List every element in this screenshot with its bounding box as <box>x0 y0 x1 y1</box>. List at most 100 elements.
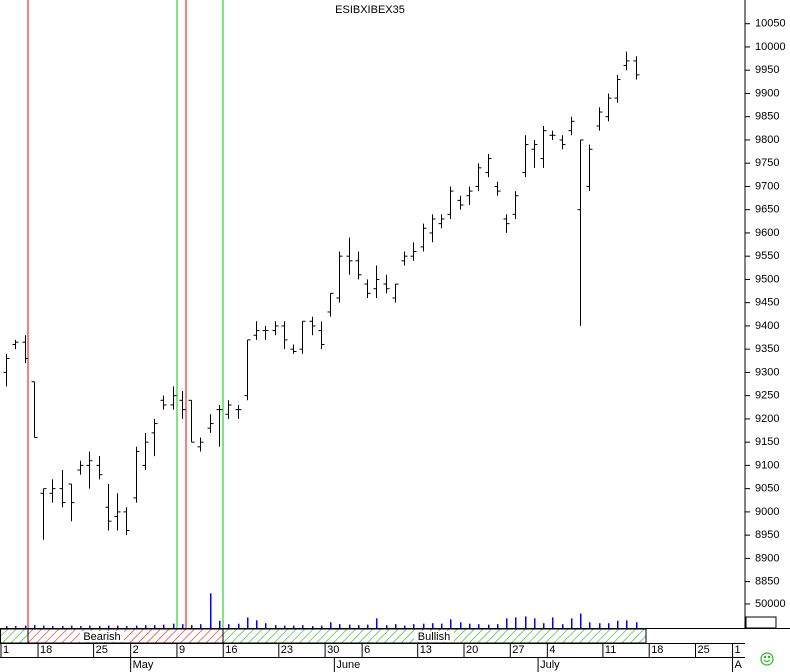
x-tick-label: 18 <box>651 644 663 656</box>
volume-bar <box>469 623 471 628</box>
volume-bar <box>247 617 249 628</box>
volume-bar <box>321 625 323 628</box>
volume-bar <box>145 625 147 628</box>
x-tick-label: 18 <box>40 644 52 656</box>
volume-bar <box>80 626 82 628</box>
volume-bar <box>552 617 554 628</box>
volume-tick-label: 50000 <box>755 598 786 610</box>
volume-bar <box>99 626 101 628</box>
volume-bar <box>515 617 517 628</box>
volume-bar <box>626 620 628 628</box>
y-tick-label: 9350 <box>755 343 779 355</box>
x-tick-label: 25 <box>698 644 710 656</box>
volume-bar <box>589 622 591 628</box>
volume-bar <box>210 593 212 628</box>
month-label: July <box>540 659 560 671</box>
volume-bar <box>562 624 564 628</box>
volume-bar <box>108 625 110 628</box>
y-tick-label: 9300 <box>755 366 779 378</box>
volume-bar <box>6 626 8 628</box>
x-tick-label: 1 <box>3 644 9 656</box>
y-tick-label: 9750 <box>755 157 779 169</box>
volume-bar <box>191 625 193 628</box>
y-tick-label: 10000 <box>755 41 786 53</box>
month-label: A <box>735 659 743 671</box>
volume-bar <box>450 619 452 628</box>
y-tick-label: 8900 <box>755 552 779 564</box>
volume-bar <box>302 625 304 628</box>
y-tick-label: 10050 <box>755 18 786 30</box>
volume-bar <box>126 626 128 628</box>
x-tick-label: 1 <box>735 644 741 656</box>
volume-bar <box>617 620 619 628</box>
volume-bar <box>376 618 378 628</box>
volume-bar <box>62 626 64 628</box>
y-tick-label: 9600 <box>755 227 779 239</box>
x-tick-label: 6 <box>364 644 370 656</box>
y-tick-label: 9100 <box>755 459 779 471</box>
x-tick-label: 30 <box>327 644 339 656</box>
volume-bar <box>238 623 240 628</box>
month-label: June <box>336 659 360 671</box>
x-tick-label: 16 <box>225 644 237 656</box>
volume-bar <box>15 626 17 628</box>
y-tick-label: 9250 <box>755 390 779 402</box>
label-bg <box>414 631 454 642</box>
y-tick-label: 8950 <box>755 529 779 541</box>
bullish-label: Bullish <box>418 631 450 643</box>
volume-bar <box>423 623 425 628</box>
volume-bar <box>25 625 27 628</box>
volume-bar <box>636 622 638 628</box>
volume-bar <box>312 626 314 628</box>
y-tick-label: 9450 <box>755 297 779 309</box>
smiley <box>760 652 774 666</box>
volume-bar <box>256 620 258 628</box>
volume-bar <box>358 625 360 628</box>
volume-bar <box>200 624 202 628</box>
y-tick-label: 9850 <box>755 111 779 123</box>
volume-bar <box>543 623 545 628</box>
volume-bar <box>395 624 397 628</box>
volume-bar <box>330 622 332 628</box>
volume-bar <box>404 625 406 628</box>
scale-box <box>745 616 777 629</box>
volume-bar <box>228 624 230 628</box>
x-tick-label: 9 <box>179 644 185 656</box>
x-tick-label: 20 <box>466 644 478 656</box>
signal-band <box>27 628 224 644</box>
volume-bar <box>182 624 184 628</box>
volume-bar <box>534 618 536 628</box>
volume-bar <box>219 620 221 628</box>
volume-bar <box>34 625 36 628</box>
month-label: May <box>133 659 154 671</box>
volume-bar <box>506 618 508 628</box>
y-tick-label: 9000 <box>755 506 779 518</box>
y-tick-label: 9050 <box>755 483 779 495</box>
y-tick-label: 9500 <box>755 273 779 285</box>
volume-bar <box>163 624 165 628</box>
volume-bar <box>339 624 341 628</box>
x-tick-label: 11 <box>605 644 616 656</box>
x-tick-label: 4 <box>549 644 555 656</box>
x-tick-label: 23 <box>281 644 293 656</box>
volume-bar <box>89 625 91 628</box>
volume-bar <box>525 616 527 628</box>
volume-bar <box>580 613 582 628</box>
y-tick-label: 9150 <box>755 436 779 448</box>
volume-bar <box>441 623 443 628</box>
volume-bar <box>488 624 490 628</box>
x-tick-label: 13 <box>420 644 432 656</box>
x-tick-label: 27 <box>512 644 524 656</box>
y-tick-label: 9650 <box>755 204 779 216</box>
volume-bar <box>608 623 610 628</box>
volume-bar <box>52 626 54 628</box>
volume-bar <box>265 623 267 628</box>
volume-bar <box>413 624 415 628</box>
y-tick-label: 9800 <box>755 134 779 146</box>
y-tick-label: 9550 <box>755 250 779 262</box>
volume-bar <box>154 625 156 628</box>
y-tick-label: 9950 <box>755 64 779 76</box>
y-tick-label: 9700 <box>755 180 779 192</box>
volume-bar <box>71 625 73 628</box>
